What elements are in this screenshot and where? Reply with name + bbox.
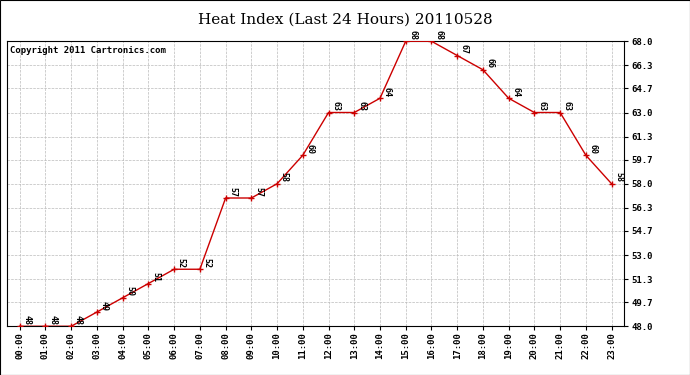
Text: 64: 64 xyxy=(383,87,392,97)
Text: 68: 68 xyxy=(408,30,417,40)
Text: 48: 48 xyxy=(23,315,32,325)
Text: Heat Index (Last 24 Hours) 20110528: Heat Index (Last 24 Hours) 20110528 xyxy=(198,13,492,27)
Text: 67: 67 xyxy=(460,44,469,54)
Text: 52: 52 xyxy=(177,258,186,268)
Text: 68: 68 xyxy=(434,30,443,40)
Text: 64: 64 xyxy=(511,87,520,97)
Text: 50: 50 xyxy=(126,286,135,296)
Text: 63: 63 xyxy=(331,101,340,111)
Text: 49: 49 xyxy=(100,301,109,310)
Text: 63: 63 xyxy=(563,101,572,111)
Text: 57: 57 xyxy=(254,187,263,196)
Text: 58: 58 xyxy=(280,172,289,182)
Text: 63: 63 xyxy=(538,101,546,111)
Text: 57: 57 xyxy=(228,187,237,196)
Text: 60: 60 xyxy=(589,144,598,154)
Text: 58: 58 xyxy=(614,172,623,182)
Text: 48: 48 xyxy=(74,315,83,325)
Text: 66: 66 xyxy=(486,58,495,68)
Text: Copyright 2011 Cartronics.com: Copyright 2011 Cartronics.com xyxy=(10,45,166,54)
Text: 63: 63 xyxy=(357,101,366,111)
Text: 52: 52 xyxy=(203,258,212,268)
Text: 48: 48 xyxy=(48,315,57,325)
Text: 60: 60 xyxy=(306,144,315,154)
Text: 51: 51 xyxy=(151,272,160,282)
